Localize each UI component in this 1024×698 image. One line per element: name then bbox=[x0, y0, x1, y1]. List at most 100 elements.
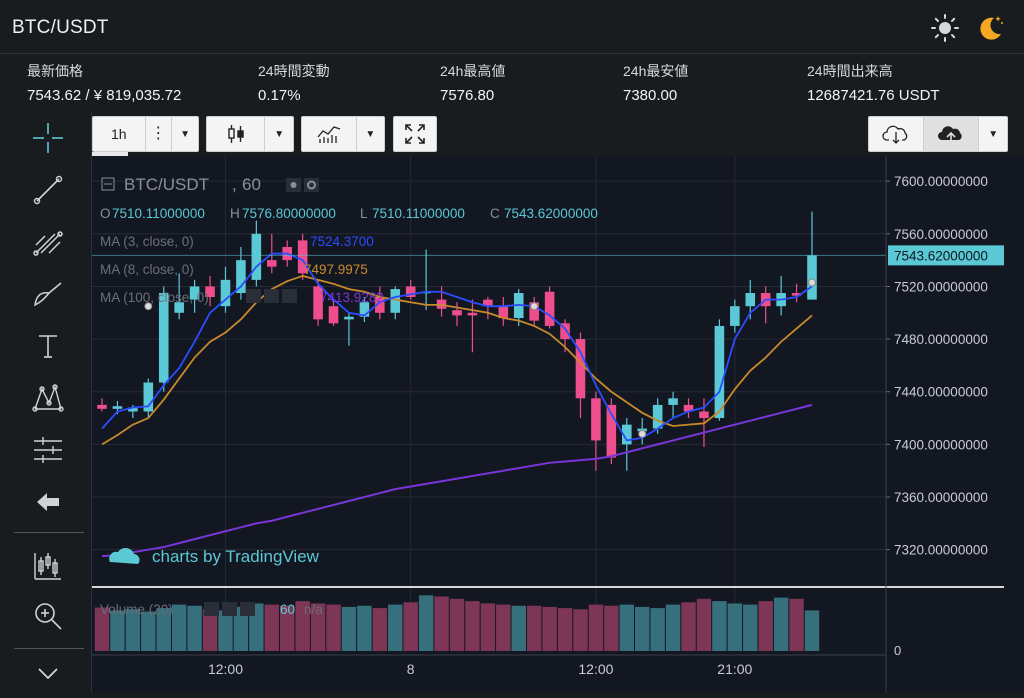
cloud-upload-icon[interactable] bbox=[924, 117, 979, 151]
volume-bar bbox=[696, 598, 712, 651]
volume-bar bbox=[434, 596, 449, 651]
volume-bar bbox=[418, 595, 434, 651]
chevron-down-icon[interactable]: ▼ bbox=[180, 128, 191, 140]
settings-icon[interactable] bbox=[264, 289, 279, 303]
crosshair-icon[interactable] bbox=[28, 118, 68, 158]
settings-icon[interactable] bbox=[222, 602, 237, 616]
candle bbox=[575, 339, 586, 399]
chart-canvas[interactable]: 7600.00000000 7560.00000000 7520.00000000 7… bbox=[92, 156, 1024, 693]
price-chart[interactable]: 7600.00000000 7560.00000000 7520.00000000 7… bbox=[92, 156, 1024, 693]
volume-bar bbox=[804, 610, 820, 651]
candle bbox=[390, 289, 401, 313]
volume-bar bbox=[635, 606, 650, 651]
zoom-in-icon[interactable] bbox=[28, 596, 68, 636]
candle bbox=[375, 296, 385, 313]
pattern-tool-icon[interactable] bbox=[28, 378, 68, 418]
candle bbox=[683, 404, 694, 412]
legend-close: 7543.62000000 bbox=[504, 206, 598, 221]
ma2-label: MA (8, close, 0) bbox=[100, 262, 194, 277]
market-stats: 最新価格 7543.62 / ¥ 819,035.72 24時間変動 0.17%… bbox=[0, 55, 1024, 111]
volume-bar bbox=[202, 609, 218, 651]
candle bbox=[359, 302, 370, 317]
interval-label: 1h bbox=[110, 126, 127, 142]
x-tick-label: 12:00 bbox=[208, 661, 243, 677]
volume-bar bbox=[125, 609, 141, 651]
moon-icon[interactable] bbox=[974, 12, 1006, 44]
ma2-value: 7497.9975 bbox=[304, 262, 368, 277]
fullscreen-icon bbox=[405, 124, 425, 144]
sun-icon[interactable] bbox=[930, 13, 960, 43]
indicators-icon[interactable] bbox=[28, 546, 68, 586]
volume-na: n/a bbox=[304, 602, 323, 617]
candle bbox=[97, 404, 107, 409]
volume-bar bbox=[650, 608, 665, 651]
close-icon[interactable] bbox=[282, 289, 297, 303]
candle bbox=[344, 316, 354, 320]
collapse-icon[interactable] bbox=[28, 656, 68, 696]
candle bbox=[714, 325, 725, 419]
interval-selector[interactable]: 1h ⋮ ▼ bbox=[92, 116, 199, 152]
tradingview-watermark[interactable]: charts by TradingView bbox=[109, 547, 320, 566]
volume-bar bbox=[727, 603, 743, 651]
svg-text:,: , bbox=[232, 175, 237, 194]
volume-bar bbox=[295, 601, 310, 651]
volume-bar bbox=[403, 602, 418, 651]
volume-bar bbox=[758, 601, 773, 651]
ma8-line bbox=[101, 274, 813, 446]
chart-type-selector[interactable]: ▼ bbox=[206, 116, 294, 152]
ma1-label: MA (3, close, 0) bbox=[100, 234, 194, 249]
volume-bar bbox=[449, 598, 465, 651]
volume-label: Volume (20) bbox=[100, 602, 173, 617]
volume-bar bbox=[310, 603, 326, 651]
chevron-down-icon[interactable]: ▼ bbox=[988, 128, 999, 140]
volume-bar bbox=[388, 604, 403, 651]
volume-bar bbox=[156, 608, 171, 651]
drawing-toolbar bbox=[0, 112, 92, 693]
indicators-selector[interactable]: ▼ bbox=[301, 116, 385, 152]
last-price-tag bbox=[888, 245, 1004, 266]
chevron-down-icon[interactable]: ▼ bbox=[365, 128, 376, 140]
study-chart-icon[interactable] bbox=[302, 123, 356, 145]
svg-text:O: O bbox=[100, 206, 111, 221]
text-tool-icon[interactable] bbox=[28, 326, 68, 366]
volume-legend: Volume (20) 60 n/a bbox=[100, 602, 323, 617]
eye-icon[interactable] bbox=[246, 289, 261, 303]
collapse-legend-icon[interactable] bbox=[101, 177, 115, 191]
close-icon[interactable] bbox=[240, 602, 255, 616]
ma3-line bbox=[101, 252, 813, 442]
candle bbox=[791, 293, 802, 296]
volume-bar bbox=[187, 605, 202, 651]
x-tick-label: 8 bbox=[407, 661, 415, 677]
candle bbox=[405, 286, 416, 297]
volume-bar bbox=[480, 603, 496, 651]
candle bbox=[483, 299, 493, 307]
y-tick-label: 7360.00000000 bbox=[894, 490, 988, 505]
volume-bar bbox=[557, 608, 573, 651]
legend-open: 7510.11000000 bbox=[112, 206, 205, 221]
brush-icon[interactable] bbox=[28, 274, 68, 314]
svg-text:H: H bbox=[230, 206, 240, 221]
x-tick-label: 12:00 bbox=[578, 661, 613, 677]
y-tick-label: 7400.00000000 bbox=[894, 437, 988, 452]
candles-icon[interactable] bbox=[207, 123, 264, 145]
legend-interval: 60 bbox=[242, 175, 261, 194]
chevron-down-icon[interactable]: ▼ bbox=[274, 128, 285, 140]
y-tick-label: 7560.00000000 bbox=[894, 227, 988, 242]
legend-low: 7510.11000000 bbox=[372, 206, 465, 221]
more-vertical-icon[interactable]: ⋮ bbox=[150, 125, 167, 142]
fullscreen-button[interactable] bbox=[393, 116, 437, 152]
measure-tool-icon[interactable] bbox=[28, 430, 68, 470]
svg-text:charts by TradingView: charts by TradingView bbox=[152, 547, 320, 566]
candle bbox=[621, 424, 632, 445]
candle bbox=[591, 398, 601, 441]
back-arrow-icon[interactable] bbox=[28, 482, 68, 522]
fib-tool-icon[interactable] bbox=[28, 222, 68, 262]
trend-line-icon[interactable] bbox=[28, 170, 68, 210]
settings-icon[interactable] bbox=[304, 178, 319, 192]
candle bbox=[544, 291, 555, 326]
eye-icon[interactable] bbox=[204, 602, 219, 616]
volume-bar bbox=[789, 598, 804, 651]
cloud-download-icon[interactable] bbox=[869, 123, 923, 145]
volume-bar bbox=[496, 604, 511, 651]
candle bbox=[529, 302, 539, 321]
